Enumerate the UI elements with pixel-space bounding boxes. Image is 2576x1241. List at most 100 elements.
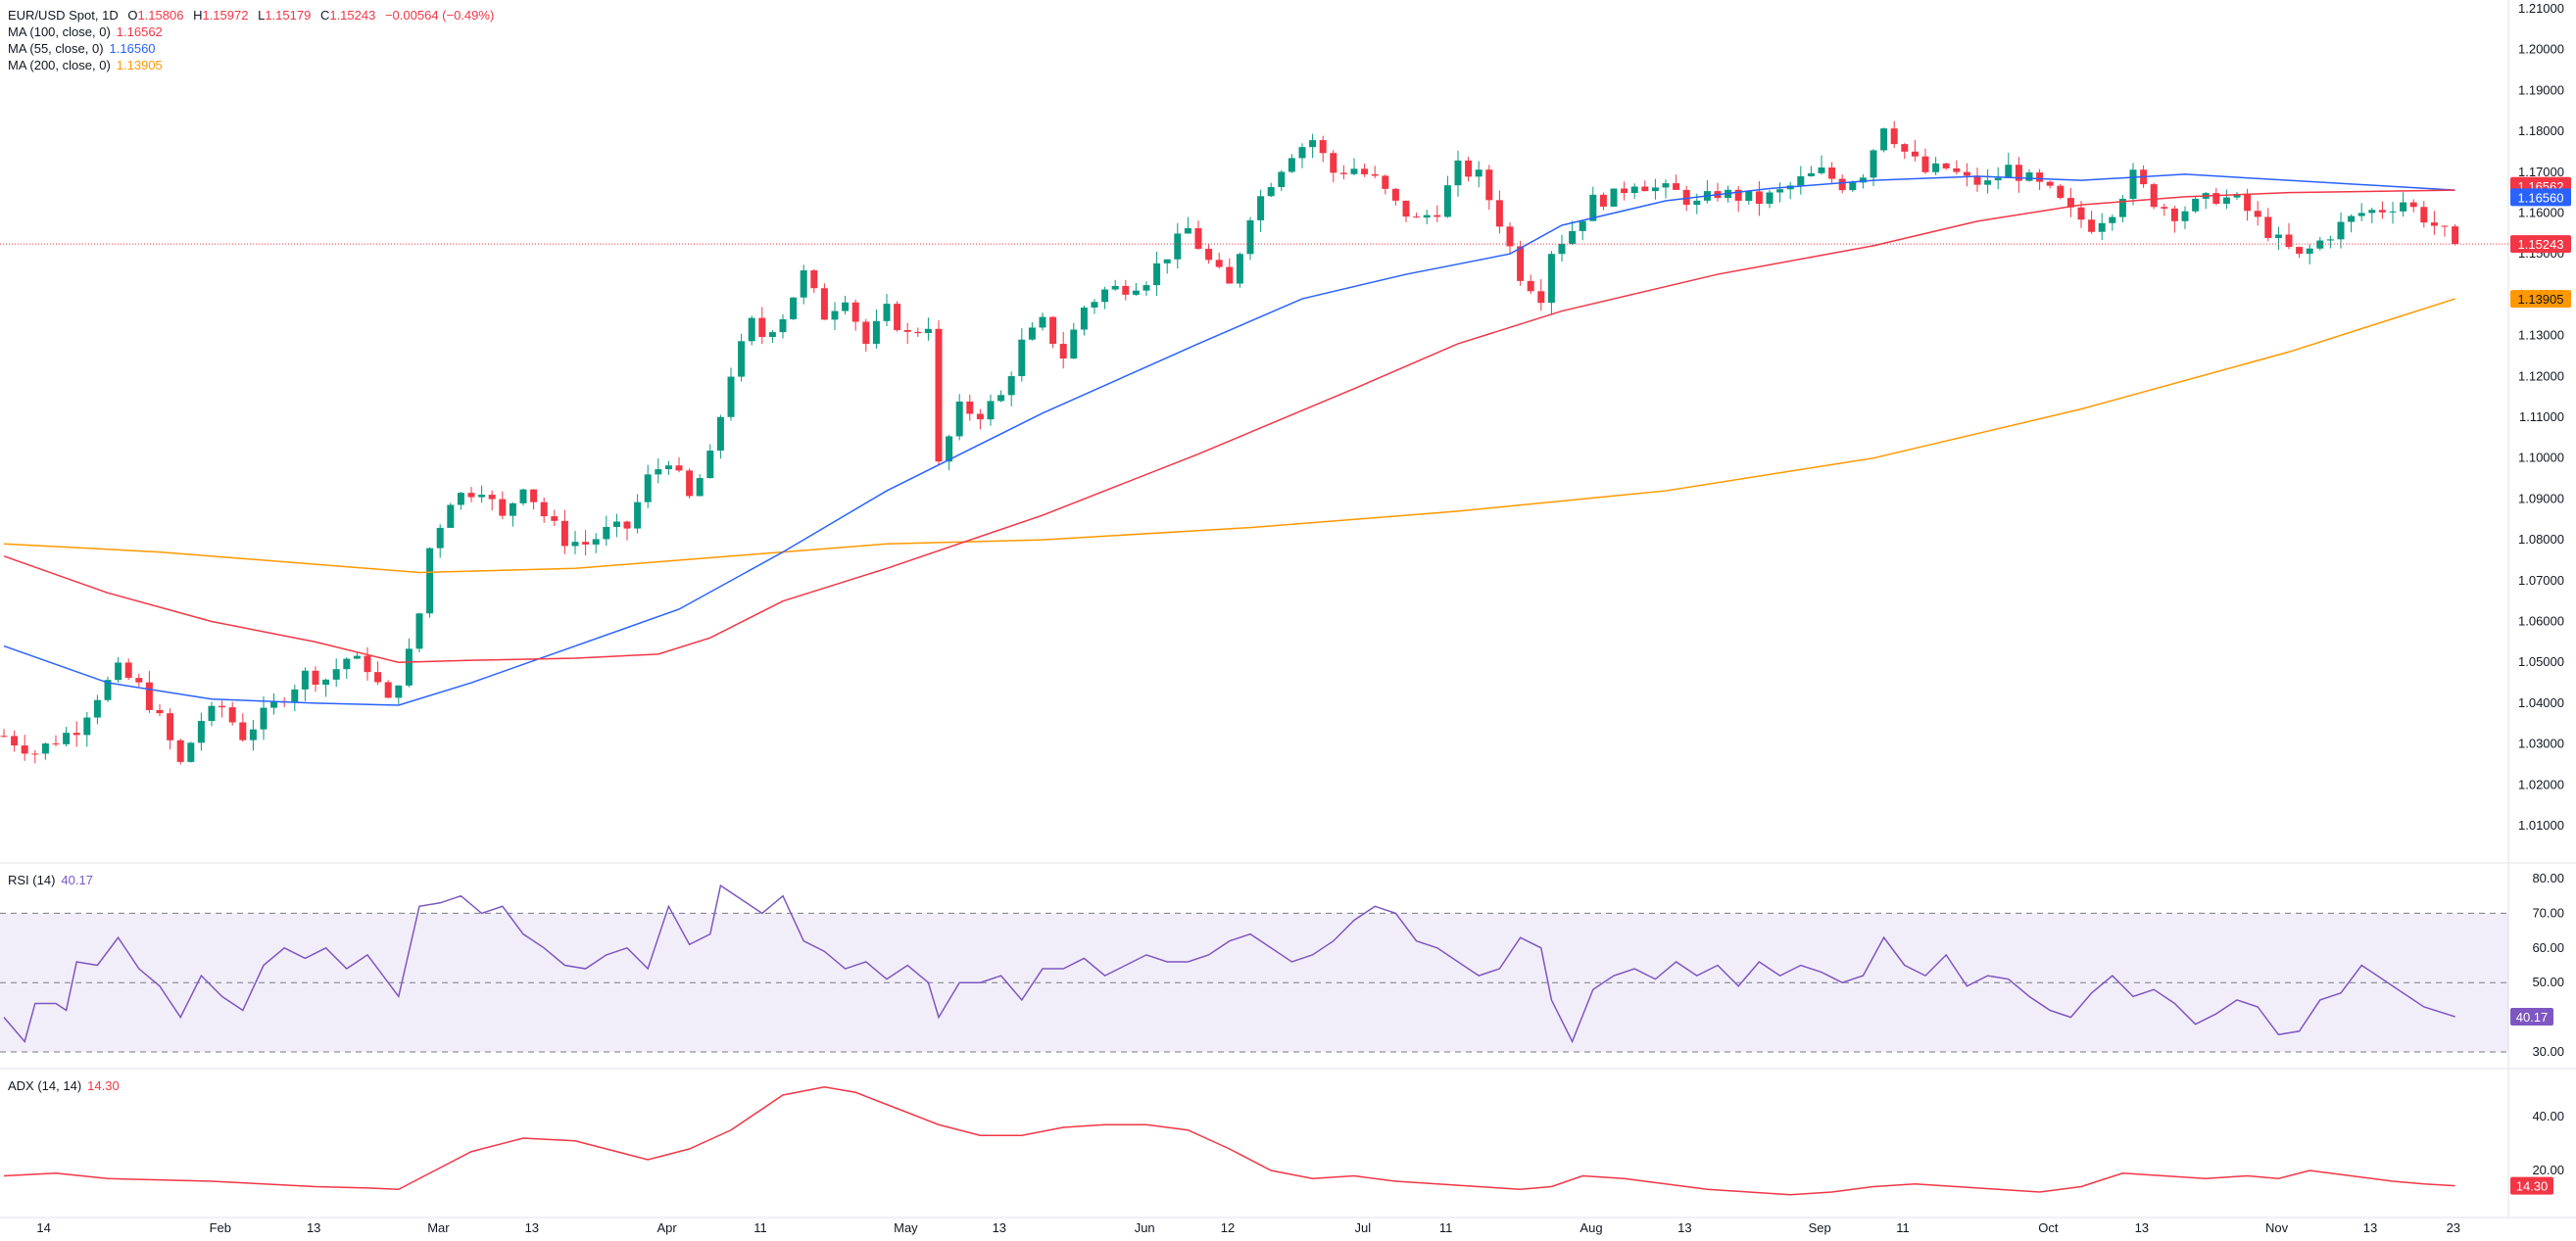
candle [2046, 180, 2054, 189]
candle-body [1391, 188, 1399, 201]
price-axis-tick: 1.13000 [2518, 328, 2564, 343]
candle [1621, 181, 1628, 201]
candle-body [664, 465, 672, 470]
candle-body [1745, 191, 1753, 201]
candle [540, 497, 548, 523]
candle [2109, 215, 2116, 231]
candle [530, 489, 538, 510]
candle [758, 307, 766, 345]
candle-body [0, 736, 8, 738]
candle [1371, 166, 1379, 178]
candle [1423, 210, 1431, 224]
time-axis-tick: 13 [307, 1220, 320, 1235]
candle-body [1734, 189, 1742, 201]
candle-body [903, 329, 911, 332]
candle-body [1921, 156, 1929, 172]
candle-body [831, 310, 839, 320]
candle [997, 390, 1005, 403]
candle-body [1413, 216, 1421, 218]
candle [1942, 163, 1950, 170]
candle [1309, 133, 1317, 159]
candle [260, 696, 267, 740]
candle-body [1465, 160, 1473, 177]
candle-body [343, 658, 351, 670]
candle-body [2316, 240, 2324, 249]
candle-body [260, 707, 267, 730]
price-axis-tick: 1.20000 [2518, 42, 2564, 57]
time-axis-tick: 11 [753, 1220, 767, 1235]
rsi-legend[interactable]: RSI (14) 40.17 [8, 872, 99, 888]
candle-body [405, 648, 413, 686]
candle-body [1984, 180, 1992, 185]
candle-body [894, 304, 901, 330]
candle [655, 458, 662, 484]
candle-body [301, 670, 309, 690]
rsi-legend-label: RSI (14) [8, 873, 56, 887]
candle-body [1682, 189, 1690, 206]
candle-body [135, 678, 143, 683]
candle-body [2420, 207, 2428, 223]
time-axis-tick: 13 [525, 1220, 539, 1235]
candle [2066, 187, 2074, 217]
candle [779, 313, 787, 339]
candle [1932, 157, 1940, 175]
candle [924, 317, 932, 341]
candle [1226, 258, 1234, 284]
candle-body [1651, 187, 1659, 192]
candle-body [1838, 178, 1846, 191]
candle [1059, 331, 1067, 369]
time-axis-tick: Nov [2265, 1220, 2289, 1235]
candle [2441, 225, 2449, 237]
candle-body [1163, 259, 1171, 263]
candle-body [1298, 147, 1306, 159]
candle-body [436, 527, 444, 549]
candle [2348, 214, 2356, 233]
candle-body [1693, 200, 1701, 206]
candle-body [104, 680, 112, 700]
candle [1142, 281, 1150, 297]
candle-body [800, 270, 807, 298]
candle-body [2326, 239, 2334, 241]
time-axis-tick: Oct [2038, 1220, 2059, 1235]
candle [270, 692, 278, 715]
candle [664, 460, 672, 475]
candle-body [2430, 222, 2438, 226]
adx-legend[interactable]: ADX (14, 14) 14.30 [8, 1077, 125, 1094]
candle-body [332, 669, 340, 680]
ma55-legend[interactable]: MA (55, close, 0) 1.16560 [8, 40, 162, 57]
symbol-legend: EUR/USD Spot, 1D O1.15806 H1.15972 L1.15… [8, 7, 500, 24]
candle [955, 394, 963, 441]
candle-body [1111, 285, 1119, 290]
ohlc-high: H1.15972 [193, 8, 249, 23]
candle-body [2212, 193, 2220, 205]
candle-body [249, 729, 257, 740]
price-axis-tick: 1.12000 [2518, 368, 2564, 383]
adx-line [3, 1085, 2455, 1196]
candle-body [1215, 260, 1223, 267]
candle [135, 673, 143, 688]
candle [31, 749, 39, 764]
adx-badge-label: 14.30 [2516, 1179, 2549, 1194]
candle [946, 434, 953, 471]
candle-body [291, 689, 299, 703]
candle-body [2441, 225, 2449, 227]
candle [2192, 196, 2200, 214]
ma200-legend[interactable]: MA (200, close, 0) 1.13905 [8, 57, 169, 73]
candle-body [63, 733, 71, 744]
candle-body [727, 376, 735, 417]
candle-body [1537, 291, 1545, 304]
candle-body [1288, 158, 1295, 172]
candle [1776, 182, 1784, 203]
candle-body [2098, 222, 2106, 232]
candle [2254, 201, 2261, 226]
candle [1028, 321, 1036, 341]
time-axis-tick: Sep [1809, 1220, 1831, 1235]
ma100-legend[interactable]: MA (100, close, 0) 1.16562 [8, 24, 169, 40]
candle [1267, 182, 1275, 198]
candle [2015, 157, 2022, 193]
ma100-legend-value: 1.16562 [116, 24, 163, 39]
candle-body [2244, 193, 2252, 212]
candle [2296, 246, 2304, 259]
candle [52, 735, 60, 746]
